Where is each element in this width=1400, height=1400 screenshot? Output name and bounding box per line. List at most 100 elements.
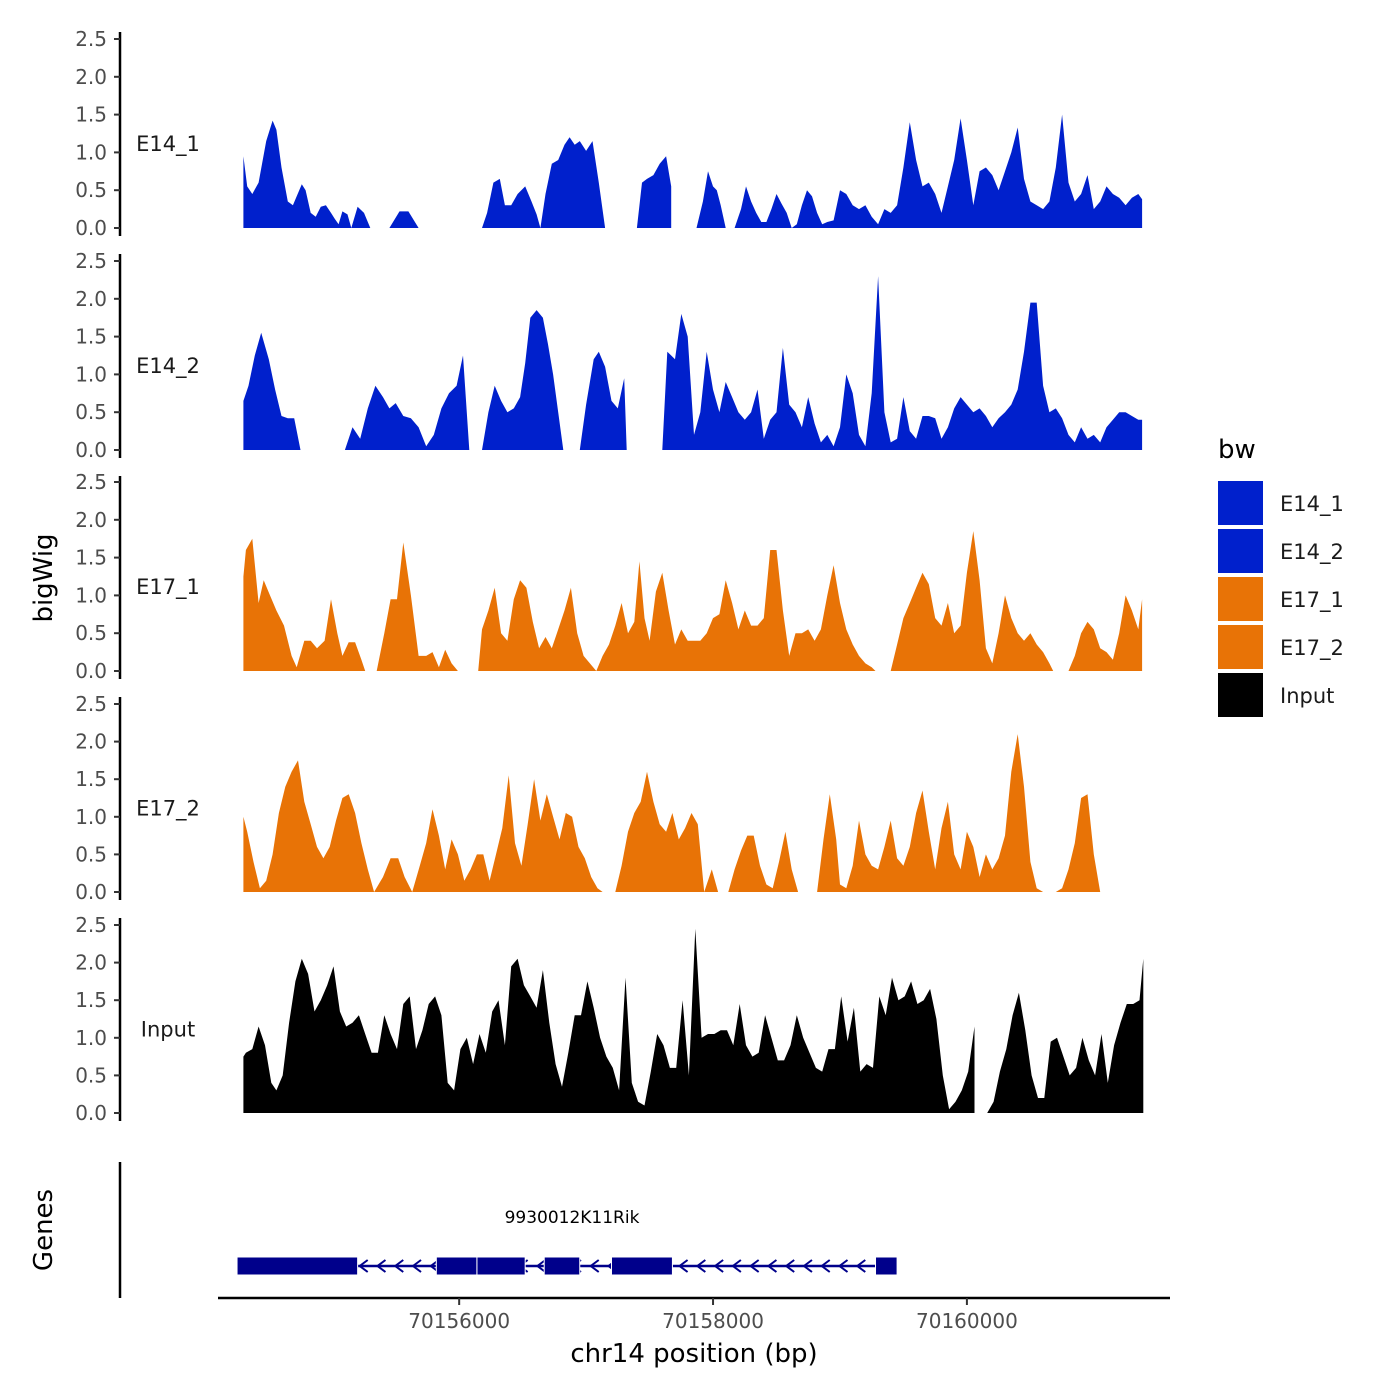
area-E14_1-segment-8 (734, 114, 1143, 228)
x-tick-label: 70158000 (662, 1309, 764, 1333)
y-tick-label: 2.5 (75, 249, 107, 273)
area-E17_2-segment-3 (412, 775, 603, 892)
legend-swatch-E17_1 (1218, 577, 1263, 621)
area-E14_2-segment-3 (482, 310, 564, 450)
track-E17_1: 0.0 0.5 1.0 1.5 2.0 2.5 E17_1 (75, 470, 1143, 683)
x-axis: 70156000 70158000 70160000 (218, 1296, 1170, 1333)
y-tick-label: 2.5 (75, 913, 107, 937)
track-label-E14_1: E14_1 (136, 132, 200, 157)
area-E14_1-segment-6 (636, 156, 672, 228)
x-axis-title: chr14 position (bp) (570, 1339, 817, 1369)
y-tick-label: 2.0 (75, 508, 107, 532)
legend-swatch-Input (1218, 673, 1263, 717)
bigwig-tracks: 0.0 0.5 1.0 1.5 2.0 2.5 E14_1 0.0 0.5 1.0 1.5 2.0 2.… (75, 27, 1144, 1125)
y-tick-label: 1.0 (75, 1026, 107, 1050)
y-tick-label: 1.5 (75, 103, 107, 127)
gene-panel: Genes 9930012K11Rik (29, 1162, 898, 1298)
y-tick-label: 1.5 (75, 988, 107, 1012)
legend-label-Input: Input (1280, 684, 1334, 708)
strand-arrow (411, 1259, 422, 1273)
strand-arrow (766, 1259, 778, 1273)
legend-label-E17_1: E17_1 (1280, 588, 1344, 613)
track-label-Input: Input (141, 1017, 195, 1041)
y-tick-label: 1.0 (75, 362, 107, 386)
legend-swatch-E17_2 (1218, 625, 1263, 669)
strand-arrow (695, 1259, 706, 1273)
y-tick-label: 0.0 (75, 1101, 107, 1125)
strand-arrow (855, 1259, 866, 1273)
y-tick-label: 0.5 (75, 842, 107, 866)
track-E14_1: 0.0 0.5 1.0 1.5 2.0 2.5 E14_1 (75, 27, 1143, 240)
strand-arrow (837, 1259, 849, 1273)
strand-arrow (677, 1259, 689, 1273)
y-tick-label: 1.5 (75, 767, 107, 791)
strand-arrow (393, 1259, 404, 1273)
exon-4 (543, 1256, 581, 1276)
area-E14_1-segment-2 (351, 206, 371, 228)
area-E17_2-segment-7 (817, 734, 1101, 892)
track-label-E14_2: E14_2 (136, 354, 200, 379)
y-tick-label: 0.5 (75, 1063, 107, 1087)
area-E17_1-segment-1 (243, 538, 366, 671)
y-axis-title: bigWig (29, 533, 59, 622)
track-E14_2: 0.0 0.5 1.0 1.5 2.0 2.5 E14_2 (75, 249, 1143, 462)
y-tick-label: 0.0 (75, 659, 107, 683)
y-tick-label: 1.0 (75, 583, 107, 607)
strand-arrow (713, 1259, 724, 1273)
exon-5 (610, 1256, 673, 1276)
legend-swatch-E14_2 (1218, 529, 1263, 573)
strand-arrow (358, 1259, 369, 1273)
area-E17_2-segment-5 (704, 869, 719, 892)
y-tick-label: 1.5 (75, 325, 107, 349)
strand-arrow (820, 1259, 831, 1273)
area-Input-segment-1 (243, 928, 975, 1113)
y-tick-label: 2.0 (75, 287, 107, 311)
y-tick-label: 1.5 (75, 546, 107, 570)
gene-model (236, 1256, 898, 1276)
legend-swatch-E14_1 (1218, 481, 1263, 525)
legend: bw E14_1 E14_2 E17_1 E17_2 Input (1218, 435, 1344, 717)
strand-arrow (784, 1259, 795, 1273)
area-E14_1-segment-5 (540, 137, 606, 228)
gene-name: 9930012K11Rik (505, 1208, 640, 1228)
area-E17_2-segment-1 (243, 760, 375, 892)
exon-6 (875, 1256, 898, 1276)
area-E17_1-segment-6 (1068, 595, 1143, 671)
exon-1 (236, 1256, 359, 1276)
x-tick-label: 70160000 (916, 1309, 1018, 1333)
area-E14_2-segment-4 (579, 351, 627, 450)
y-tick-label: 0.5 (75, 178, 107, 202)
legend-label-E14_1: E14_1 (1280, 492, 1344, 517)
legend-title: bw (1218, 435, 1256, 465)
legend-label-E17_2: E17_2 (1280, 636, 1344, 661)
strand-arrow (375, 1259, 387, 1273)
y-tick-label: 2.0 (75, 951, 107, 975)
area-E17_2-segment-2 (374, 858, 413, 892)
area-E17_1-segment-4 (596, 550, 876, 671)
area-E17_1-segment-3 (478, 580, 597, 671)
y-tick-label: 1.0 (75, 805, 107, 829)
area-E14_1-segment-4 (482, 178, 541, 228)
y-tick-label: 2.5 (75, 470, 107, 494)
area-E14_1-segment-3 (389, 211, 419, 228)
legend-label-E14_2: E14_2 (1280, 540, 1344, 565)
y-tick-label: 1.0 (75, 140, 107, 164)
area-E14_2-segment-1 (243, 332, 301, 450)
strand-arrow (748, 1259, 760, 1273)
genes-label: Genes (29, 1189, 59, 1271)
area-E14_1-segment-7 (696, 171, 726, 228)
exon-2 (435, 1256, 478, 1276)
y-tick-label: 0.0 (75, 880, 107, 904)
area-E17_2-segment-6 (728, 831, 799, 892)
strand-arrow (802, 1259, 813, 1273)
area-E17_2-segment-4 (615, 771, 705, 892)
y-tick-label: 0.5 (75, 621, 107, 645)
y-tick-label: 2.0 (75, 730, 107, 754)
track-label-E17_2: E17_2 (136, 796, 200, 821)
track-label-E17_1: E17_1 (136, 575, 200, 600)
strand-arrow (731, 1259, 742, 1273)
track-Input: 0.0 0.5 1.0 1.5 2.0 2.5 Input (75, 913, 1144, 1125)
y-tick-label: 2.5 (75, 27, 107, 51)
y-tick-label: 2.0 (75, 65, 107, 89)
